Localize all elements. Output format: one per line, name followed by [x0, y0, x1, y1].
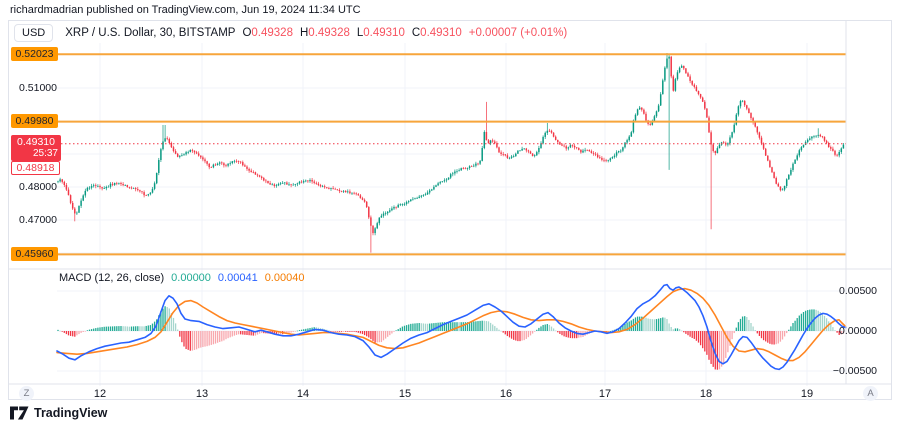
time-axis-label-15[interactable]: 15 [398, 388, 412, 400]
current-price-badge: 0.49310 25:37 [11, 134, 61, 161]
macd-legend: MACD (12, 26, close) 0.00000 0.00041 0.0004… [59, 272, 304, 284]
price-line-badge: 0.52023 [11, 46, 58, 61]
symbol-title: XRP / U.S. Dollar, 30, BITSTAMP O0.49328 H… [65, 27, 567, 39]
time-axis-label-13[interactable]: 13 [195, 388, 209, 400]
time-axis-label-17[interactable]: 17 [598, 388, 612, 400]
price-line-badge: 0.49980 [11, 114, 58, 129]
ohlc-values: O0.49328 H0.49328 L0.49310 C0.49310 [235, 27, 461, 39]
price-line-badge: 0.45960 [11, 246, 58, 261]
time-axis-label-16[interactable]: 16 [499, 388, 513, 400]
ohlc-c: C0.49310 [411, 27, 462, 39]
macd-hist-value: 0.00000 [171, 272, 211, 284]
ohlc-o: O0.49328 [242, 27, 293, 39]
time-axis-label-19[interactable]: 19 [800, 388, 814, 400]
bar-countdown: 25:37 [32, 147, 58, 159]
ohlc-l: L0.49310 [356, 27, 405, 39]
macd-line-value: 0.00041 [217, 272, 258, 284]
attribution-text: richardmadrian published on TradingView.… [10, 4, 361, 16]
ohlc-h: H0.49328 [299, 27, 350, 39]
chart-canvas[interactable] [9, 21, 891, 399]
auto-scale-button[interactable]: A [863, 386, 878, 401]
price-axis-label: 0.48000 [19, 181, 57, 193]
macd-signal-value: 0.00040 [264, 272, 305, 284]
price-axis-label: 0.47000 [19, 214, 57, 226]
macd-axis-label: 0.00000 [839, 325, 877, 337]
macd-legend-title[interactable]: MACD (12, 26, close) [59, 272, 165, 284]
low-price-badge: 0.48918 [11, 160, 60, 175]
currency-toggle-button[interactable]: USD [14, 24, 54, 42]
price-axis-label: 0.51000 [19, 82, 57, 94]
macd-axis-label: 0.00500 [839, 285, 877, 297]
current-price-value: 0.49310 [17, 135, 55, 148]
time-axis-label-12[interactable]: 12 [93, 388, 107, 400]
macd-axis-label: −0.00500 [832, 365, 877, 377]
change-value: +0.00007 (+0.01%) [468, 27, 568, 39]
timezone-button[interactable]: Z [19, 386, 34, 401]
chart-header: USD XRP / U.S. Dollar, 30, BITSTAMP O0.49… [14, 24, 567, 42]
brand-name: TradingView [34, 406, 108, 420]
time-axis-label-14[interactable]: 14 [296, 388, 310, 400]
brand-footer[interactable]: TradingView [10, 406, 107, 420]
chart-container: USD XRP / U.S. Dollar, 30, BITSTAMP O0.49… [8, 20, 892, 401]
time-axis-label-18[interactable]: 18 [699, 388, 713, 400]
tradingview-logo-icon [10, 406, 29, 420]
symbol-name[interactable]: XRP / U.S. Dollar, 30, BITSTAMP [65, 27, 236, 39]
